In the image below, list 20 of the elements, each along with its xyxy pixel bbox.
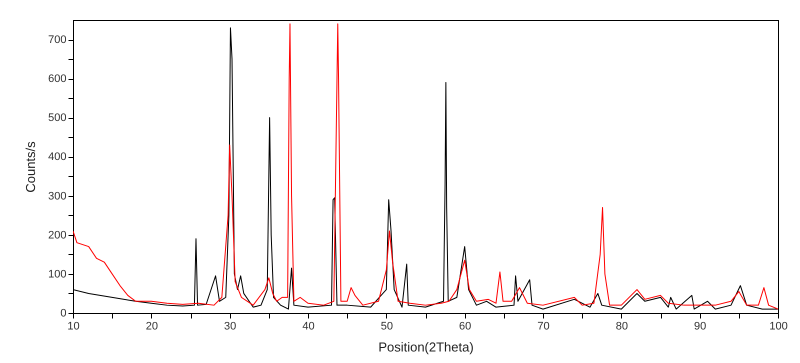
x-tick-label: 100	[769, 320, 788, 332]
y-tick-label: 700	[48, 34, 66, 46]
x-tick-label: 30	[224, 320, 236, 332]
x-tick-label: 90	[694, 320, 706, 332]
y-tick-label: 200	[48, 229, 66, 242]
y-tick-label: 500	[48, 112, 66, 124]
y-tick-label: 300	[48, 190, 66, 202]
y-tick-label: 600	[48, 73, 66, 86]
x-tick-label: 70	[537, 320, 550, 332]
y-tick-label: 0	[60, 308, 66, 320]
y-tick-label: 400	[48, 151, 66, 164]
x-tick-label: 60	[459, 320, 472, 332]
x-tick-label: 80	[616, 320, 628, 332]
y-tick-label: 100	[48, 268, 66, 280]
x-axis-title: Position(2Theta)	[378, 340, 474, 354]
x-tick-label: 20	[146, 320, 158, 332]
x-tick-label: 40	[302, 320, 315, 332]
x-tick-label: 10	[67, 320, 80, 332]
y-axis-title: Counts/s	[23, 140, 38, 193]
x-tick-label: 50	[380, 320, 393, 332]
